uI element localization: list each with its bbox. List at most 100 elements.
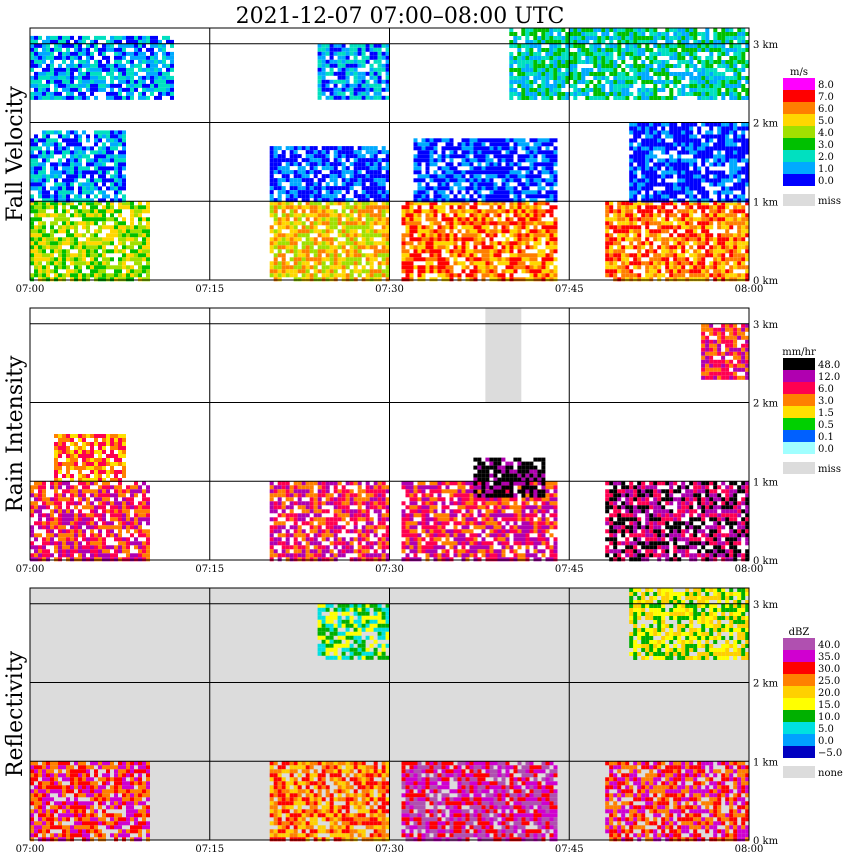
echo-cell — [321, 249, 326, 254]
echo-cell — [333, 249, 338, 254]
echo-cell — [501, 170, 506, 175]
echo-cell — [541, 162, 546, 167]
echo-cell — [713, 261, 718, 266]
echo-cell — [541, 68, 546, 72]
echo-cell — [465, 257, 470, 262]
echo-cell — [38, 229, 42, 234]
echo-cell — [557, 72, 562, 76]
echo-cell — [533, 76, 538, 80]
echo-cell — [349, 67, 354, 72]
echo-cell — [653, 182, 658, 187]
echo-cell — [333, 194, 338, 199]
echo-cell — [549, 52, 554, 56]
echo-cell — [545, 68, 550, 72]
echo-cell — [629, 126, 634, 131]
echo-cell — [445, 221, 450, 226]
echo-cell — [505, 182, 510, 187]
echo-cell — [70, 162, 74, 167]
echo-cell — [293, 249, 298, 254]
echo-cell — [541, 150, 546, 155]
echo-cell — [46, 205, 50, 210]
echo-cell — [353, 277, 358, 282]
echo-cell — [721, 142, 726, 147]
echo-cell — [421, 257, 426, 262]
echo-cell — [110, 174, 114, 179]
echo-cell — [553, 198, 558, 203]
echo-cell — [98, 237, 102, 242]
echo-cell — [677, 174, 682, 179]
echo-cell — [645, 174, 650, 179]
echo-cell — [134, 249, 138, 254]
echo-cell — [74, 265, 78, 270]
echo-cell — [601, 92, 606, 96]
echo-cell — [385, 269, 390, 274]
echo-cell — [341, 170, 346, 175]
echo-cell — [74, 194, 78, 199]
echo-cell — [741, 166, 746, 171]
echo-cell — [102, 174, 106, 179]
echo-cell — [489, 150, 494, 155]
echo-cell — [58, 91, 62, 96]
echo-cell — [517, 249, 522, 254]
echo-cell — [509, 76, 514, 80]
echo-cell — [521, 44, 526, 48]
echo-cell — [613, 249, 618, 254]
echo-cell — [357, 63, 362, 68]
echo-cell — [98, 186, 102, 191]
echo-cell — [94, 217, 98, 222]
echo-cell — [717, 209, 722, 214]
echo-cell — [313, 162, 318, 167]
echo-cell — [429, 205, 434, 210]
echo-cell — [709, 170, 714, 175]
echo-cell — [313, 201, 318, 206]
echo-cell — [409, 201, 414, 206]
echo-cell — [110, 158, 114, 163]
echo-cell — [677, 221, 682, 226]
echo-cell — [429, 201, 434, 206]
echo-cell — [729, 269, 734, 274]
echo-cell — [549, 154, 554, 159]
echo-cell — [481, 241, 486, 246]
echo-cell — [34, 158, 38, 163]
echo-cell — [94, 39, 98, 44]
echo-cell — [34, 71, 38, 76]
echo-cell — [589, 96, 594, 100]
echo-cell — [637, 178, 642, 183]
echo-cell — [517, 253, 522, 258]
echo-cell — [553, 277, 558, 282]
echo-cell — [641, 241, 646, 246]
echo-cell — [709, 198, 714, 203]
echo-cell — [158, 87, 162, 92]
echo-cell — [138, 59, 142, 64]
echo-cell — [685, 190, 690, 195]
echo-cell — [317, 51, 322, 56]
echo-cell — [54, 213, 58, 218]
echo-cell — [713, 257, 718, 262]
echo-cell — [42, 134, 46, 139]
echo-cell — [545, 96, 550, 100]
echo-cell — [493, 150, 498, 155]
echo-cell — [669, 134, 674, 139]
echo-cell — [369, 201, 374, 206]
echo-cell — [46, 150, 50, 155]
echo-cell — [86, 51, 90, 56]
echo-cell — [565, 80, 570, 84]
echo-cell — [509, 233, 514, 238]
echo-cell — [541, 186, 546, 191]
echo-cell — [78, 253, 82, 258]
echo-cell — [70, 67, 74, 72]
echo-cell — [269, 198, 274, 203]
echo-cell — [697, 142, 702, 147]
echo-cell — [385, 71, 390, 76]
echo-cell — [481, 154, 486, 159]
echo-cell — [441, 233, 446, 238]
echo-cell — [50, 130, 54, 135]
echo-cell — [625, 233, 630, 238]
echo-cell — [665, 150, 670, 155]
echo-cell — [429, 178, 434, 183]
echo-cell — [685, 213, 690, 218]
echo-cell — [685, 126, 690, 131]
echo-cell — [705, 273, 710, 278]
echo-cell — [517, 36, 522, 40]
echo-cell — [553, 237, 558, 242]
